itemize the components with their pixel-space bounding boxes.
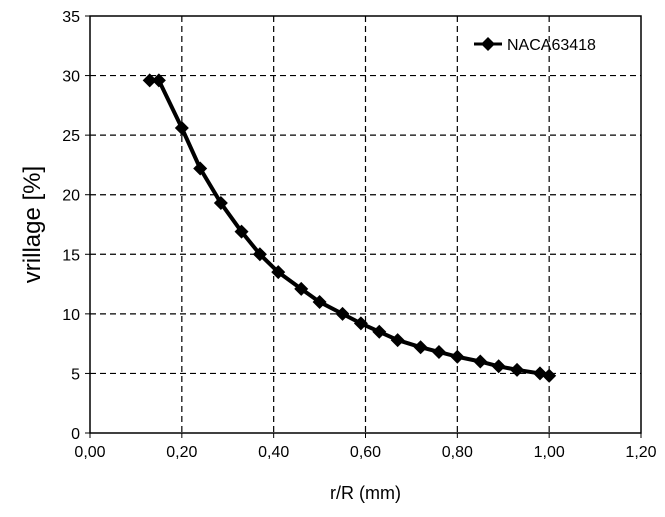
x-tick-label: 0,20 xyxy=(166,444,197,461)
axis-ticks: 0,00 0,20 0,40 0,60 0,80 1,00 1,20 0 5 10 15 20 25 30… xyxy=(62,9,656,461)
data-point xyxy=(542,368,557,383)
data-point xyxy=(510,362,525,377)
y-tick-label: 10 xyxy=(62,307,80,324)
x-tick-label: 0,60 xyxy=(350,444,381,461)
data-point xyxy=(234,224,249,239)
data-point xyxy=(431,344,446,359)
data-point xyxy=(213,196,228,211)
y-tick-label: 15 xyxy=(62,247,80,264)
x-axis-title: r/R (mm) xyxy=(330,483,401,503)
data-point xyxy=(413,340,428,355)
data-point xyxy=(294,281,309,296)
y-tick-label: 25 xyxy=(62,128,80,145)
data-point xyxy=(142,73,157,88)
data-point xyxy=(491,359,506,374)
data-point xyxy=(372,324,387,339)
y-tick-label: 5 xyxy=(71,366,80,383)
legend: NACA63418 xyxy=(474,37,596,54)
legend-label: NACA63418 xyxy=(507,37,596,54)
x-tick-label: 0,80 xyxy=(442,444,473,461)
legend-diamond-marker xyxy=(481,37,495,51)
data-point xyxy=(193,161,208,176)
data-point xyxy=(271,265,286,280)
x-tick-label: 1,20 xyxy=(625,444,656,461)
x-tick-label: 0,00 xyxy=(74,444,105,461)
x-tick-label: 0,40 xyxy=(258,444,289,461)
y-axis-title: vrillage [%] xyxy=(19,166,46,283)
data-point xyxy=(353,316,368,331)
series-line xyxy=(149,78,550,378)
data-point xyxy=(390,333,405,348)
y-tick-label: 30 xyxy=(62,69,80,86)
data-point xyxy=(473,354,488,369)
data-point xyxy=(151,73,166,88)
y-tick-label: 35 xyxy=(62,9,80,26)
series-layer xyxy=(142,73,557,383)
data-point xyxy=(252,247,267,262)
data-point xyxy=(450,349,465,364)
data-point xyxy=(174,120,189,135)
x-tick-label: 1,00 xyxy=(534,444,565,461)
data-point xyxy=(312,294,327,309)
y-tick-label: 20 xyxy=(62,188,80,205)
y-tick-label: 0 xyxy=(71,426,80,443)
grid xyxy=(90,16,641,433)
data-point xyxy=(335,306,350,321)
